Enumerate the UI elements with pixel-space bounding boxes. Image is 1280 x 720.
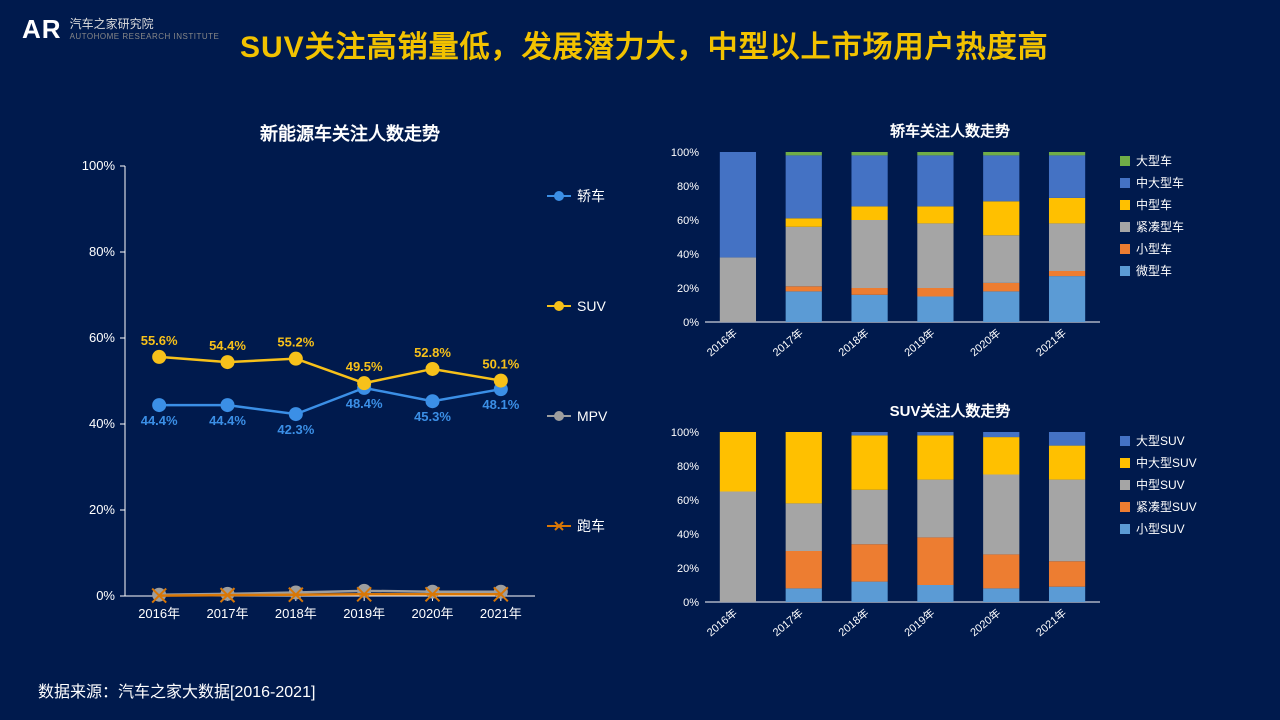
logo-name: 汽车之家研究院 <box>70 18 220 31</box>
line-chart: 0% 20% 40% 60% 80% 100% 2016年 2017年 2018年 2019年 20… <box>70 156 630 646</box>
svg-text:2019年: 2019年 <box>343 606 385 621</box>
svg-text:小型SUV: 小型SUV <box>1136 522 1185 536</box>
svg-text:中大型车: 中大型车 <box>1136 175 1184 190</box>
logo: AR 汽车之家研究院 AUTOHOME RESEARCH INSTITUTE <box>22 14 219 45</box>
svg-text:2016年: 2016年 <box>704 326 740 360</box>
svg-text:2020年: 2020年 <box>412 606 454 621</box>
line-chart-panel: 新能源车关注人数走势 0% 20% 40% 60% 80% 100% 2016年 2017年 2… <box>70 120 630 640</box>
svg-text:54.4%: 54.4% <box>209 338 246 353</box>
line-chart-title: 新能源车关注人数走势 <box>70 120 630 146</box>
svg-text:2018年: 2018年 <box>835 326 871 360</box>
svg-text:中型SUV: 中型SUV <box>1136 477 1185 492</box>
svg-text:SUV: SUV <box>577 298 606 314</box>
svg-text:2017年: 2017年 <box>769 326 805 360</box>
svg-text:20%: 20% <box>677 283 699 295</box>
logo-sub: AUTOHOME RESEARCH INSTITUTE <box>70 32 220 41</box>
svg-text:60%: 60% <box>677 495 699 507</box>
svg-text:80%: 80% <box>89 244 115 259</box>
svg-text:2020年: 2020年 <box>967 326 1003 360</box>
svg-text:2016年: 2016年 <box>138 606 180 621</box>
svg-text:2017年: 2017年 <box>769 606 805 640</box>
svg-text:55.2%: 55.2% <box>277 335 314 350</box>
svg-text:2019年: 2019年 <box>901 326 937 360</box>
svg-text:2019年: 2019年 <box>901 606 937 640</box>
svg-text:跑车: 跑车 <box>577 518 605 534</box>
svg-text:44.4%: 44.4% <box>141 413 178 428</box>
sedan-stack-panel: 轿车关注人数走势 0% 20% 40% 60% 80% 100% 2016年 2017年 201… <box>660 120 1240 380</box>
sedan-stack-title: 轿车关注人数走势 <box>660 120 1240 141</box>
svg-text:100%: 100% <box>671 427 699 439</box>
svg-text:100%: 100% <box>671 147 699 159</box>
svg-text:40%: 40% <box>89 416 115 431</box>
svg-text:20%: 20% <box>89 502 115 517</box>
svg-text:20%: 20% <box>677 563 699 575</box>
svg-text:MPV: MPV <box>577 408 608 424</box>
svg-text:2021年: 2021年 <box>1033 606 1069 640</box>
svg-text:50.1%: 50.1% <box>482 357 519 372</box>
svg-text:2016年: 2016年 <box>704 606 740 640</box>
svg-text:40%: 40% <box>677 529 699 541</box>
suv-stack-chart: 0% 20% 40% 60% 80% 100% 2016年 2017年 2018年 2019年 20… <box>660 427 1240 657</box>
svg-text:48.1%: 48.1% <box>482 397 519 412</box>
svg-text:微型车: 微型车 <box>1136 263 1172 278</box>
svg-text:60%: 60% <box>677 215 699 227</box>
data-source: 数据来源：汽车之家大数据[2016-2021] <box>38 678 315 702</box>
suv-stack-title: SUV关注人数走势 <box>660 400 1240 421</box>
svg-text:60%: 60% <box>89 330 115 345</box>
logo-mark: AR <box>22 14 62 45</box>
svg-text:52.8%: 52.8% <box>414 345 451 360</box>
svg-text:中型车: 中型车 <box>1136 197 1172 212</box>
svg-text:大型车: 大型车 <box>1136 153 1172 168</box>
svg-text:40%: 40% <box>677 249 699 261</box>
svg-text:小型车: 小型车 <box>1136 241 1172 256</box>
svg-text:44.4%: 44.4% <box>209 413 246 428</box>
svg-text:80%: 80% <box>677 181 699 193</box>
sedan-stack-chart: 0% 20% 40% 60% 80% 100% 2016年 2017年 2018年 2019年 20… <box>660 147 1240 377</box>
svg-text:80%: 80% <box>677 461 699 473</box>
svg-text:紧凑型车: 紧凑型车 <box>1136 219 1184 234</box>
svg-text:48.4%: 48.4% <box>346 396 383 411</box>
svg-text:100%: 100% <box>82 158 116 173</box>
svg-text:轿车: 轿车 <box>577 188 605 204</box>
svg-text:55.6%: 55.6% <box>141 333 178 348</box>
page-title: SUV关注高销量低，发展潜力大，中型以上市场用户热度高 <box>240 22 1049 66</box>
svg-text:0%: 0% <box>96 588 115 603</box>
svg-text:紧凑型SUV: 紧凑型SUV <box>1136 500 1197 514</box>
svg-text:2020年: 2020年 <box>967 606 1003 640</box>
svg-text:2018年: 2018年 <box>835 606 871 640</box>
svg-text:2021年: 2021年 <box>1033 326 1069 360</box>
svg-text:0%: 0% <box>683 597 699 609</box>
svg-text:2017年: 2017年 <box>207 606 249 621</box>
svg-text:42.3%: 42.3% <box>277 422 314 437</box>
svg-text:大型SUV: 大型SUV <box>1136 434 1185 448</box>
svg-text:中大型SUV: 中大型SUV <box>1136 455 1197 470</box>
suv-stack-panel: SUV关注人数走势 0% 20% 40% 60% 80% 100% 2016年 2017年 20… <box>660 400 1240 660</box>
svg-text:2018年: 2018年 <box>275 606 317 621</box>
svg-text:45.3%: 45.3% <box>414 409 451 424</box>
svg-text:0%: 0% <box>683 317 699 329</box>
svg-text:2021年: 2021年 <box>480 606 522 621</box>
svg-text:49.5%: 49.5% <box>346 359 383 374</box>
